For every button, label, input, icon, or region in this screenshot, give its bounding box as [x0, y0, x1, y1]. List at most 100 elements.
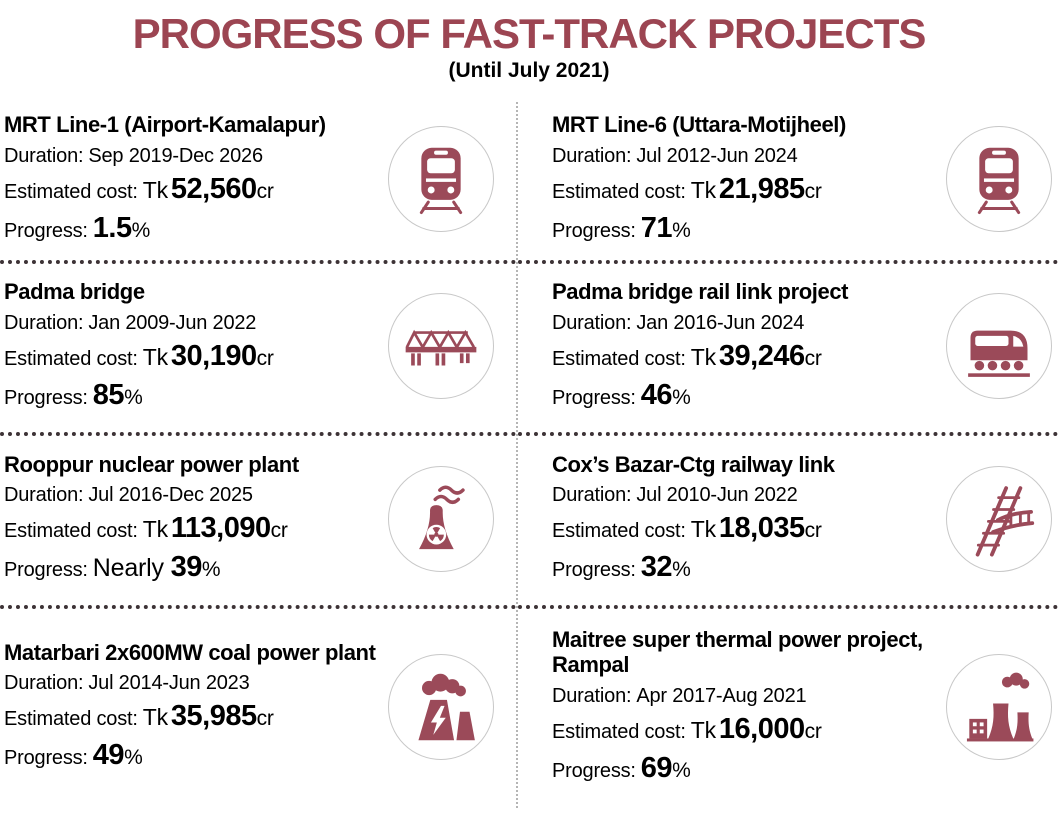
project-card-mrt-line-1: MRT Line-1 (Airport-Kamalapur) Duration:…	[0, 102, 516, 264]
project-info: Padma bridge Duration: Jan 2009-Jun 2022 …	[4, 280, 388, 411]
project-duration: Duration: Jul 2014-Jun 2023	[4, 672, 380, 694]
currency: Tk	[690, 176, 716, 203]
project-cost: Estimated cost: Tk 30,190cr	[4, 340, 380, 373]
percent-sign: %	[672, 385, 691, 409]
duration-label: Duration:	[552, 311, 632, 334]
page-subtitle: (Until July 2021)	[448, 59, 610, 83]
cost-label: Estimated cost:	[552, 520, 686, 543]
progress-label: Progress:	[4, 386, 88, 409]
project-name: Padma bridge	[4, 279, 145, 305]
project-icon-circle	[946, 126, 1052, 232]
cost-unit: cr	[804, 519, 822, 543]
project-icon-circle	[388, 653, 494, 760]
duration-value: Jan 2016-Jun 2024	[636, 311, 805, 334]
currency: Tk	[690, 716, 716, 743]
duration-label: Duration:	[4, 144, 84, 167]
project-name: Maitree super thermal power project, Ram…	[552, 627, 923, 678]
project-cost: Estimated cost: Tk 113,090cr	[4, 512, 380, 545]
duration-label: Duration:	[4, 311, 84, 334]
currency: Tk	[690, 516, 716, 543]
progress-label: Progress:	[552, 219, 636, 242]
duration-value: Jul 2012-Jun 2024	[636, 144, 798, 167]
progress-value: 46	[640, 378, 673, 411]
project-info: Padma bridge rail link project Duration:…	[552, 280, 946, 411]
project-icon-circle	[388, 126, 494, 232]
duration-value: Jul 2016-Dec 2025	[88, 484, 253, 507]
page-title: PROGRESS OF FAST-TRACK PROJECTS	[132, 10, 927, 57]
project-progress: Progress: 1.5%	[4, 212, 380, 245]
duration-label: Duration:	[4, 672, 84, 695]
currency: Tk	[690, 343, 716, 370]
project-name: Matarbari 2x600MW coal power plant	[4, 639, 376, 665]
project-card-padma-rail-link: Padma bridge rail link project Duration:…	[518, 264, 1058, 436]
cost-label: Estimated cost:	[4, 347, 138, 370]
duration-value: Apr 2017-Aug 2021	[636, 684, 807, 707]
percent-sign: %	[124, 385, 143, 409]
progress-label: Progress:	[552, 386, 636, 409]
project-info: MRT Line-6 (Uttara-Motijheel) Duration: J…	[552, 113, 946, 244]
left-column: MRT Line-1 (Airport-Kamalapur) Duration:…	[0, 102, 516, 808]
project-icon-circle	[946, 653, 1052, 760]
duration-value: Jan 2009-Jun 2022	[88, 311, 257, 334]
cost-unit: cr	[256, 179, 274, 203]
project-icon-circle	[946, 465, 1052, 572]
progress-value: 69	[640, 751, 673, 784]
railway-junction-icon	[975, 485, 1035, 557]
project-progress: Progress: 71%	[552, 211, 938, 245]
cost-label: Estimated cost:	[552, 180, 686, 203]
project-duration: Duration: Jan 2009-Jun 2022	[4, 312, 380, 334]
progress-value: 71	[640, 211, 673, 244]
project-info: Maitree super thermal power project, Ram…	[552, 628, 946, 784]
project-cost: Estimated cost: Tk 16,000cr	[552, 713, 938, 746]
project-duration: Duration: Jan 2016-Jun 2024	[552, 312, 938, 334]
percent-sign: %	[672, 218, 691, 242]
project-card-coxs-bazar-rail: Cox’s Bazar-Ctg railway link Duration: Ju…	[518, 436, 1058, 609]
percent-sign: %	[131, 218, 151, 242]
project-progress: Progress: 85%	[4, 379, 380, 412]
nuclear-plant-icon	[419, 484, 465, 549]
project-progress: Progress: 46%	[552, 378, 938, 412]
duration-value: Jul 2014-Jun 2023	[88, 672, 250, 695]
currency: Tk	[142, 343, 168, 370]
project-name: Rooppur nuclear power plant	[4, 451, 299, 477]
project-progress: Progress: Nearly 39%	[4, 551, 380, 584]
cost-unit: cr	[270, 519, 288, 543]
cost-label: Estimated cost:	[4, 520, 138, 543]
duration-label: Duration:	[552, 144, 632, 167]
progress-label: Progress:	[4, 747, 88, 770]
right-column: MRT Line-6 (Uttara-Motijheel) Duration: J…	[516, 102, 1058, 808]
project-name: MRT Line-6 (Uttara-Motijheel)	[552, 112, 846, 138]
project-info: MRT Line-1 (Airport-Kamalapur) Duration:…	[4, 113, 388, 244]
cost-unit: cr	[804, 346, 822, 370]
project-progress: Progress: 49%	[4, 739, 380, 772]
project-progress: Progress: 32%	[552, 551, 938, 584]
cost-label: Estimated cost:	[552, 720, 686, 743]
cost-unit: cr	[256, 346, 274, 370]
project-icon-circle	[388, 293, 494, 399]
project-card-maitree-rampal: Maitree super thermal power project, Ram…	[518, 609, 1058, 808]
project-info: Cox’s Bazar-Ctg railway link Duration: Ju…	[552, 452, 946, 584]
percent-sign: %	[124, 746, 143, 770]
duration-label: Duration:	[552, 684, 632, 707]
duration-value: Jul 2010-Jun 2022	[636, 484, 798, 507]
project-duration: Duration: Apr 2017-Aug 2021	[552, 685, 938, 707]
project-cost: Estimated cost: Tk 35,985cr	[4, 700, 380, 733]
projects-grid: MRT Line-1 (Airport-Kamalapur) Duration:…	[0, 102, 1058, 808]
project-cost: Estimated cost: Tk 21,985cr	[552, 173, 938, 206]
project-name: MRT Line-1 (Airport-Kamalapur)	[4, 112, 326, 138]
currency: Tk	[142, 176, 168, 203]
project-icon-circle	[388, 465, 494, 572]
currency: Tk	[142, 704, 168, 731]
coal-power-plant-icon	[418, 673, 475, 740]
cost-unit: cr	[804, 179, 822, 203]
project-duration: Duration: Jul 2012-Jun 2024	[552, 145, 938, 167]
project-card-padma-bridge: Padma bridge Duration: Jan 2009-Jun 2022 …	[0, 264, 516, 436]
progress-value: 49	[92, 739, 125, 772]
project-card-rooppur: Rooppur nuclear power plant Duration: Jul…	[0, 436, 516, 609]
percent-sign: %	[672, 558, 691, 582]
project-card-mrt-line-6: MRT Line-6 (Uttara-Motijheel) Duration: J…	[518, 102, 1058, 264]
progress-prefix: Nearly	[92, 554, 171, 583]
project-progress: Progress: 69%	[552, 751, 938, 785]
cost-value: 39,246	[718, 339, 805, 372]
